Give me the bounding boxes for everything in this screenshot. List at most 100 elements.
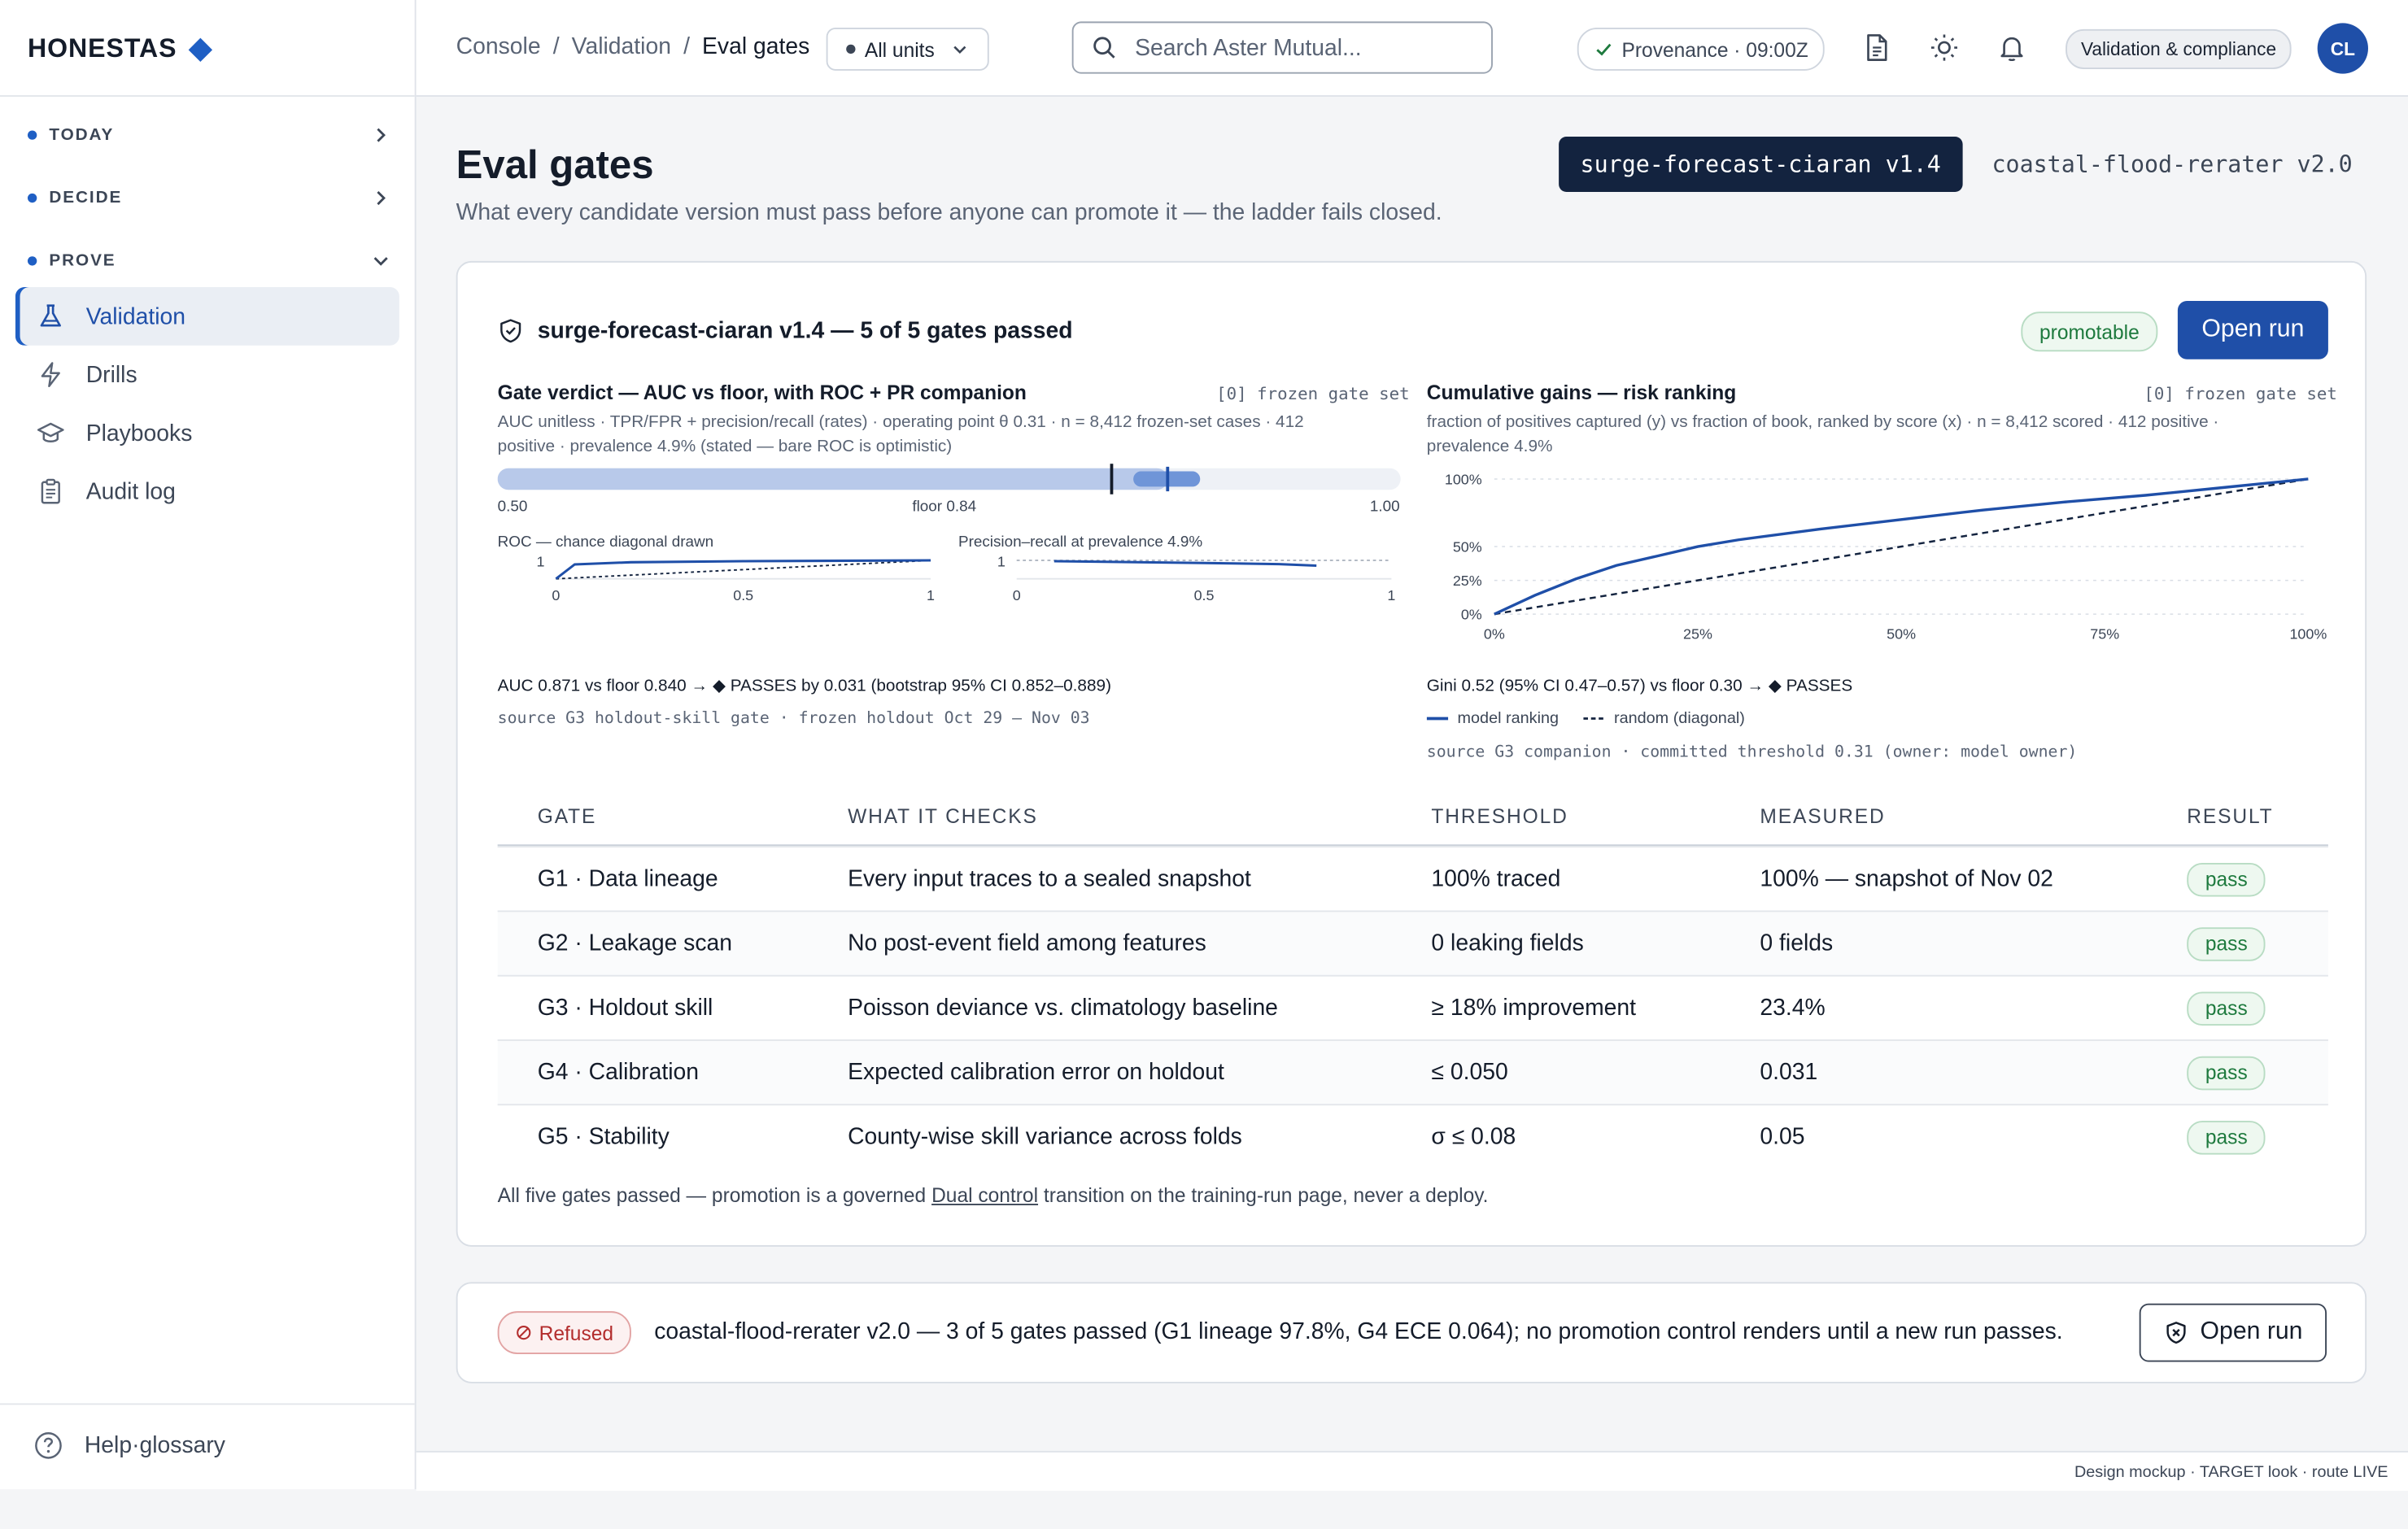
refused-card: Refused coastal-flood-rerater v2.0 — 3 o…: [456, 1282, 2367, 1383]
chevron-down-icon: [953, 46, 966, 54]
page-subtitle: What every candidate version must pass b…: [456, 199, 1442, 226]
sidebar-item-drills[interactable]: Drills: [15, 346, 399, 404]
section-label: TODAY: [49, 125, 115, 145]
graduation-cap-icon: [37, 422, 64, 442]
bell-icon[interactable]: [1996, 33, 2027, 63]
breadcrumb-validation[interactable]: Validation: [571, 33, 671, 60]
tab-coastal-flood[interactable]: coastal-flood-rerater v2.0: [1991, 150, 2353, 178]
col-checks: WHAT IT CHECKS: [848, 804, 1038, 828]
promotion-footnote: All five gates passed — promotion is a g…: [498, 1183, 1489, 1206]
x-tick-label: 100%: [2289, 625, 2327, 642]
x-tick-label: 1: [1387, 587, 1395, 603]
search-input[interactable]: [1132, 33, 1477, 63]
auc-verdict: AUC 0.871 vs floor 0.840 → ◆ PASSES by 0…: [497, 677, 1112, 696]
tab-surge-forecast[interactable]: surge-forecast-ciaran v1.4: [1559, 137, 1963, 192]
pass-badge: pass: [2187, 991, 2266, 1026]
provenance-label: Provenance · 09:00Z: [1621, 37, 1808, 61]
sidebar-item-audit-log[interactable]: Audit log: [15, 462, 399, 521]
cumulative-gains-chart: 0% 25% 50% 100% 0% 25% 50% 75% 100%: [1445, 472, 2327, 643]
promotable-label: promotable: [2039, 320, 2140, 343]
section-label: PROVE: [49, 251, 116, 271]
x-tick-label: 0.5: [1194, 587, 1215, 603]
chevron-right-icon: [377, 128, 386, 142]
search-icon: [1093, 37, 1115, 59]
auc-source: source G3 holdout-skill gate · frozen ho…: [497, 709, 1090, 728]
search-box: [1071, 21, 1493, 74]
section-today[interactable]: TODAY: [27, 125, 390, 145]
table-row[interactable]: G2 · Leakage scan No post-event field am…: [497, 910, 2328, 975]
section-prove[interactable]: PROVE: [27, 251, 390, 271]
open-run-button[interactable]: Open run: [2177, 301, 2328, 359]
units-dropdown[interactable]: All units: [826, 27, 988, 71]
brand-logo[interactable]: HONESTAS: [28, 34, 213, 65]
legend-dashed-swatch: [1583, 717, 1605, 720]
cell-measured: 0 fields: [1760, 930, 1834, 957]
cell-checks: Every input traces to a sealed snapshot: [848, 865, 1251, 892]
breadcrumb: Console / Validation / Eval gates: [456, 34, 810, 60]
avatar[interactable]: CL: [2317, 23, 2368, 74]
auc-floor-marker: [1110, 464, 1114, 494]
help-label: Help·glossary: [84, 1432, 225, 1459]
sun-icon[interactable]: [1929, 33, 1960, 63]
auc-gauge-fill: [497, 468, 1168, 490]
gauge-max-label: 1.00: [1369, 499, 1400, 516]
breadcrumb-separator: /: [552, 33, 560, 60]
auc-value-marker: [1166, 466, 1170, 492]
cell-gate: G3 · Holdout skill: [537, 995, 713, 1022]
bullet-icon: [27, 130, 37, 140]
frozen-gate-tag: [0] frozen gate set: [1216, 383, 1410, 404]
cell-gate: G1 · Data lineage: [537, 865, 718, 892]
open-run-refused-button[interactable]: Open run: [2139, 1303, 2327, 1362]
pr-label: Precision–recall at prevalence 4.9%: [958, 534, 1203, 551]
footnote-text: All five gates passed — promotion is a g…: [497, 1183, 927, 1207]
x-tick-label: 1: [927, 587, 935, 603]
clipboard-icon: [41, 478, 60, 504]
dual-control-link[interactable]: Dual control: [931, 1183, 1039, 1207]
cell-checks: Expected calibration error on holdout: [848, 1059, 1224, 1086]
section-decide[interactable]: DECIDE: [27, 189, 390, 207]
col-threshold: THRESHOLD: [1431, 804, 1568, 828]
bullet-icon: [27, 256, 37, 266]
col-result: RESULT: [2187, 804, 2274, 828]
gains-legend: model ranking random (diagonal): [1426, 709, 1745, 728]
cell-threshold: 100% traced: [1431, 865, 1561, 892]
cell-gate: G5 · Stability: [537, 1123, 670, 1150]
flask-icon: [40, 304, 61, 327]
breadcrumb-current: Eval gates: [702, 33, 810, 60]
sidebar-item-label: Drills: [85, 361, 137, 388]
pass-badge: pass: [2187, 1055, 2266, 1090]
gauge-min-label: 0.50: [497, 499, 528, 516]
table-row[interactable]: G1 · Data lineage Every input traces to …: [497, 846, 2328, 910]
provenance-badge[interactable]: Provenance · 09:00Z: [1577, 27, 1826, 71]
section-label: DECIDE: [49, 189, 123, 207]
table-row[interactable]: G5 · Stability County-wise skill varianc…: [497, 1104, 2328, 1168]
refused-label: Refused: [539, 1321, 614, 1344]
cell-threshold: ≥ 18% improvement: [1431, 995, 1637, 1022]
gini-verdict: Gini 0.52 (95% CI 0.47–0.57) vs floor 0.…: [1426, 677, 1853, 696]
open-run-label: Open run: [2200, 1318, 2303, 1345]
help-glossary-link[interactable]: Help·glossary: [34, 1431, 225, 1460]
shield-check-icon: [500, 319, 521, 343]
sidebar-item-validation[interactable]: Validation: [15, 287, 399, 346]
sidebar: HONESTAS TODAY DECIDE PROVE Validation D…: [0, 0, 417, 1490]
cell-checks: County-wise skill variance across folds: [848, 1123, 1242, 1150]
y-tick-label: 0%: [1461, 607, 1482, 623]
x-tick-label: 50%: [1887, 625, 1916, 642]
cell-gate: G2 · Leakage scan: [537, 930, 733, 957]
breadcrumb-console[interactable]: Console: [456, 33, 541, 60]
role-badge[interactable]: Validation & compliance: [2066, 28, 2292, 69]
top-bar: Console / Validation / Eval gates All un…: [416, 0, 2408, 97]
gate-card: surge-forecast-ciaran v1.4 — 5 of 5 gate…: [456, 260, 2367, 1247]
table-row[interactable]: G4 · Calibration Expected calibration er…: [497, 1039, 2328, 1104]
cell-threshold: ≤ 0.050: [1431, 1059, 1508, 1086]
sidebar-item-label: Validation: [85, 303, 186, 329]
legend-random: random (diagonal): [1613, 709, 1745, 728]
document-icon[interactable]: [1861, 33, 1892, 63]
y-tick-label: 50%: [1453, 539, 1482, 555]
sidebar-item-playbooks[interactable]: Playbooks: [15, 403, 399, 462]
x-tick-label: 0.5: [733, 587, 753, 603]
gate-verdict-title: Gate verdict — AUC vs floor, with ROC + …: [497, 381, 1027, 404]
cell-threshold: 0 leaking fields: [1431, 930, 1584, 957]
auc-gauge: [497, 464, 1401, 494]
table-row[interactable]: G3 · Holdout skill Poisson deviance vs. …: [497, 974, 2328, 1039]
